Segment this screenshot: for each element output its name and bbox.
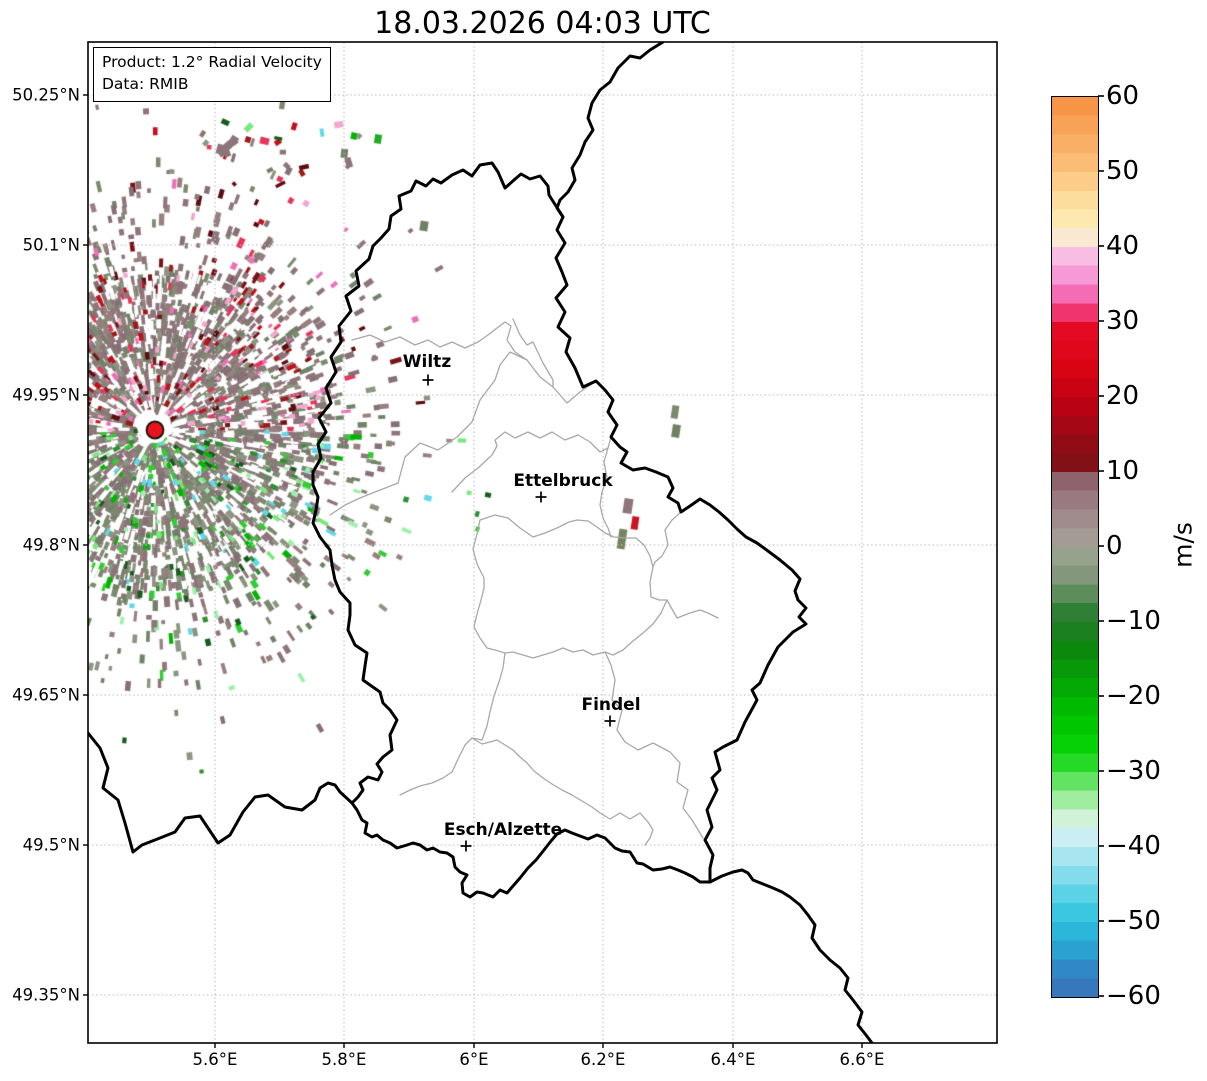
y-tick-label: 49.65°N [12, 685, 80, 705]
city-label: Ettelbruck [513, 471, 613, 491]
y-tick-label: 50.1°N [22, 235, 80, 255]
plot-title: 18.03.2026 04:03 UTC [374, 6, 711, 41]
colorbar-tick-label: −60 [1106, 981, 1161, 1011]
x-tick-label: 6.6°E [839, 1050, 885, 1069]
colorbar-tick-label: −30 [1106, 756, 1161, 786]
city-label: Esch/Alzette [443, 820, 563, 840]
city-label: Findel [581, 695, 641, 715]
radar-echo-layer [88, 42, 997, 1043]
velocity-colorbar [1051, 96, 1099, 998]
colorbar-tick-label: 30 [1106, 306, 1140, 336]
colorbar-tick-label: −40 [1106, 831, 1161, 861]
y-tick-label: 49.5°N [22, 835, 80, 855]
legend-data-line: Data: RMIB [102, 75, 189, 94]
colorbar-tick-label: 20 [1106, 381, 1140, 411]
x-tick-label: 6.4°E [710, 1050, 756, 1069]
colorbar-tick-label: 40 [1106, 231, 1140, 261]
y-tick-label: 50.25°N [12, 85, 80, 105]
colorbar-tick-label: 10 [1106, 456, 1140, 486]
colorbar-tick-label: 50 [1106, 156, 1140, 186]
colorbar-tick-label: −20 [1106, 681, 1161, 711]
legend-product-line: Product: 1.2° Radial Velocity [102, 53, 322, 71]
y-tick-label: 49.95°N [12, 385, 80, 405]
colorbar-unit-label: m/s [1168, 522, 1198, 568]
x-tick-label: 6.2°E [580, 1050, 626, 1069]
colorbar-tick-label: −10 [1106, 606, 1161, 636]
x-tick-label: 6°E [459, 1050, 489, 1069]
y-tick-label: 49.35°N [12, 985, 80, 1005]
city-label: Wiltz [402, 352, 452, 372]
colorbar-tick-label: 0 [1106, 531, 1123, 561]
colorbar-tick-label: −50 [1106, 906, 1161, 936]
x-tick-label: 5.8°E [321, 1050, 367, 1069]
colorbar-tick-label: 60 [1106, 81, 1140, 111]
product-legend-box: Product: 1.2° Radial Velocity Data: RMIB [93, 47, 331, 102]
x-tick-label: 5.6°E [192, 1050, 238, 1069]
y-tick-label: 49.8°N [22, 535, 80, 555]
